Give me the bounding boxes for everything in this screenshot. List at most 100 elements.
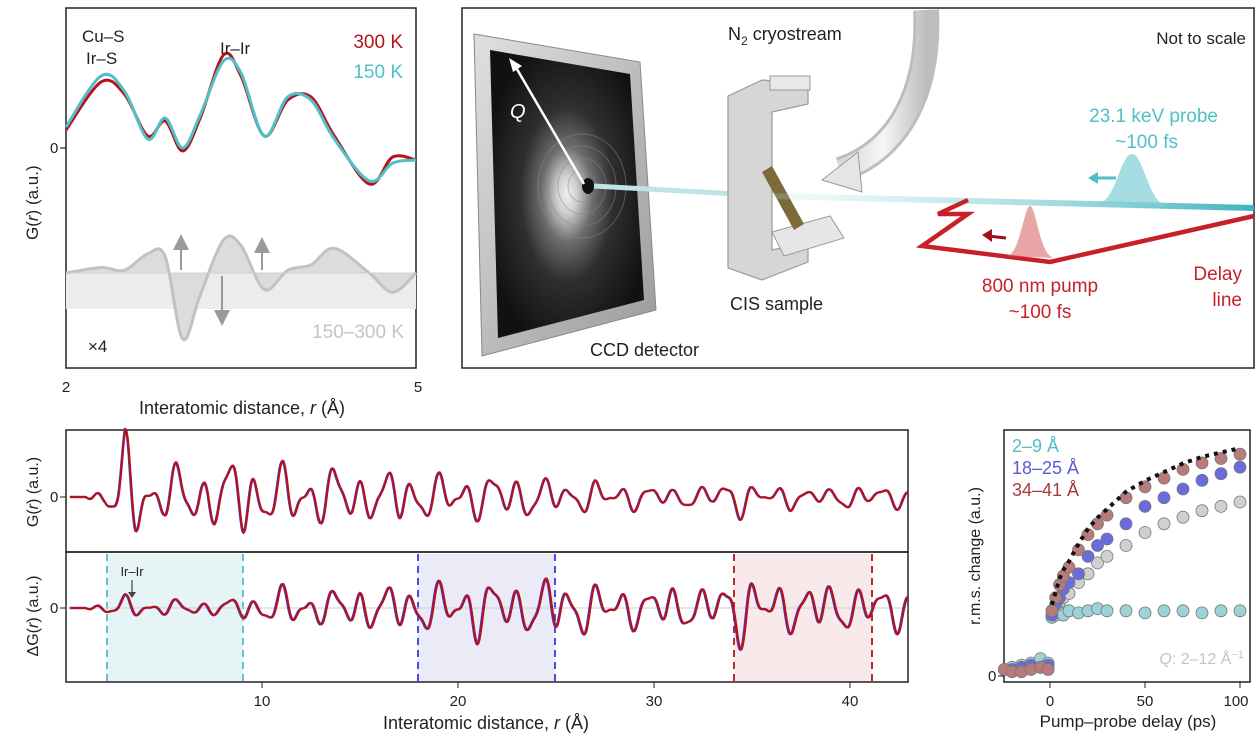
point-2-17 xyxy=(1157,471,1171,485)
point-0-16 xyxy=(1138,606,1152,620)
point-3-19 xyxy=(1195,504,1209,518)
pump-label-line2: ~100 fs xyxy=(1009,302,1072,323)
point-3-15 xyxy=(1119,539,1133,552)
point-2-6 xyxy=(1045,604,1059,618)
point-2-5 xyxy=(1041,663,1055,676)
legend-150K: 150 K xyxy=(353,62,403,83)
c-xticks xyxy=(261,682,851,688)
point-1-11 xyxy=(1072,567,1085,581)
point-2-14 xyxy=(1100,508,1114,522)
point-3-14 xyxy=(1100,550,1114,563)
c-xtick-40: 40 xyxy=(842,693,859,710)
label-cu-s: Cu–S xyxy=(82,27,125,46)
c-bot-ylabel: ΔG(r) (a.u.) xyxy=(25,576,42,657)
g-curve-red xyxy=(69,427,909,534)
point-3-18 xyxy=(1176,510,1190,524)
legend-34-41: 34–41 Å xyxy=(1012,480,1079,500)
c-xtick-30: 30 xyxy=(646,693,663,710)
legend-300K: 300 K xyxy=(353,32,403,53)
point-1-13 xyxy=(1091,539,1104,552)
label-ir-ir: Ir–Ir xyxy=(220,39,251,58)
point-0-14 xyxy=(1100,604,1114,618)
ccd-detector-label: CCD detector xyxy=(590,340,699,360)
point-2-20 xyxy=(1214,452,1228,465)
diff-curve-150-300K xyxy=(65,234,418,342)
point-1-15 xyxy=(1119,517,1133,531)
d-xtick-50: 50 xyxy=(1137,693,1154,710)
q-vector-arrow xyxy=(512,63,586,185)
point-3-21 xyxy=(1233,495,1247,509)
c-xtick-10: 10 xyxy=(254,693,271,710)
cryostream-label: N2 cryostream xyxy=(728,24,842,48)
delay-label-line2: line xyxy=(1212,290,1242,311)
d-xtick-100: 100 xyxy=(1223,693,1248,710)
c-bot-zero-label: 0 xyxy=(50,600,58,617)
point-0-17 xyxy=(1157,604,1171,618)
probe-beam xyxy=(771,193,1255,211)
pump-arrow-head xyxy=(982,229,992,242)
c-xtick-20: 20 xyxy=(450,693,467,710)
point-2-21 xyxy=(1233,447,1247,461)
panel-a-zero-label: 0 xyxy=(50,140,58,157)
ir-ir-annotation: Ir–Ir xyxy=(120,564,144,579)
panel-d: 2–9 Å 18–25 Å 34–41 Å Q: 2–12 Å−1 r.m.s.… xyxy=(967,429,1251,731)
panel-a-xtick-5: 5 xyxy=(414,379,422,396)
cryostream-tube-highlight xyxy=(836,9,937,180)
label-x4: ×4 xyxy=(88,337,107,356)
point-3-13 xyxy=(1091,556,1104,570)
panel-d-points xyxy=(998,447,1247,679)
panel-c: Ir–Ir 0 0 G(r) (a.u.) ΔG(r) (a.u.) 10 20… xyxy=(25,427,909,733)
beam-stop xyxy=(582,178,594,194)
d-xticks xyxy=(1049,682,1241,688)
label-ir-s: Ir–S xyxy=(86,49,117,68)
point-1-17 xyxy=(1157,491,1171,505)
legend-18-25: 18–25 Å xyxy=(1012,458,1079,478)
point-3-16 xyxy=(1138,526,1152,539)
point-0-20 xyxy=(1214,604,1228,618)
pump-pulse xyxy=(1006,206,1054,258)
region-18-25 xyxy=(418,554,555,682)
point-1-16 xyxy=(1138,499,1152,513)
sample-holder-bottom-block xyxy=(771,215,845,257)
c-top-ylabel: G(r) (a.u.) xyxy=(25,457,42,527)
point-3-20 xyxy=(1214,499,1228,513)
c-top-zero-label: 0 xyxy=(50,489,58,506)
panel-a-frame xyxy=(65,7,417,369)
panel-b-frame xyxy=(461,7,1255,369)
point-1-14 xyxy=(1100,532,1114,546)
label-150-300K: 150–300 K xyxy=(312,322,404,343)
cis-sample-label: CIS sample xyxy=(730,294,823,314)
point-0-18 xyxy=(1176,604,1190,618)
d-xtick-0: 0 xyxy=(1046,693,1054,710)
cryostream-nozzle xyxy=(820,151,863,193)
delay-label-line1: Delay xyxy=(1193,264,1242,285)
panel-a-xlabel: Interatomic distance, r (Å) xyxy=(139,398,345,418)
point-1-20 xyxy=(1214,467,1228,481)
legend-2-9: 2–9 Å xyxy=(1012,436,1059,456)
q-range-label: Q: 2–12 Å−1 xyxy=(1159,649,1244,668)
not-to-scale-label: Not to scale xyxy=(1156,29,1246,48)
panel-a-xtick-2: 2 xyxy=(62,379,70,396)
point-1-12 xyxy=(1081,550,1095,563)
q-vector-head xyxy=(509,58,522,72)
probe-arrow-head xyxy=(1088,172,1098,184)
point-0-21 xyxy=(1233,604,1247,618)
pump-path xyxy=(915,197,1255,265)
point-0-19 xyxy=(1195,606,1209,620)
point-1-21 xyxy=(1233,460,1247,474)
region-2-9 xyxy=(107,554,243,682)
d-xlabel: Pump–probe delay (ps) xyxy=(1040,712,1217,731)
point-1-18 xyxy=(1176,482,1190,496)
panel-a-diff-band xyxy=(66,273,416,309)
diffraction-rings xyxy=(537,133,627,239)
sample-holder-top xyxy=(769,75,811,91)
panel-c-bottom-frame xyxy=(65,551,909,683)
point-2-7 xyxy=(1049,591,1063,605)
probe-label-line1: 23.1 keV probe xyxy=(1089,106,1218,127)
dg-curve-red xyxy=(69,577,909,651)
point-3-17 xyxy=(1157,517,1171,531)
pump-label-line1: 800 nm pump xyxy=(982,276,1098,297)
probe-label-line2: ~100 fs xyxy=(1115,132,1178,153)
point-1-19 xyxy=(1195,473,1209,487)
ir-ir-arrow-head xyxy=(128,592,136,598)
